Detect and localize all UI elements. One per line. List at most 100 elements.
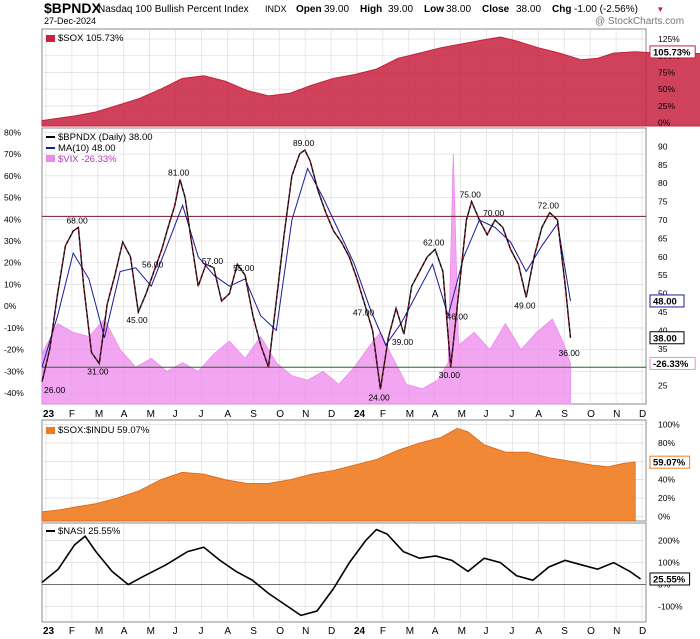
x-axis-label: M bbox=[147, 626, 155, 637]
bpndx-left-tick: 50% bbox=[4, 193, 21, 203]
bpndx-annotation: 89.00 bbox=[293, 138, 315, 148]
bpndx-right-tick: 50 bbox=[658, 289, 668, 299]
bpndx-left-tick: 80% bbox=[4, 127, 21, 137]
x-axis-label: J bbox=[173, 626, 178, 637]
bpndx-pf-line bbox=[41, 149, 571, 390]
sox-last-value-box bbox=[649, 45, 696, 59]
bpndx-legend: $BPNDX (Daily) 38.00 bbox=[58, 132, 153, 143]
ohlc-label-high: High bbox=[360, 4, 382, 15]
sox-indu-legend: $SOX:$INDU 59.07% bbox=[58, 425, 150, 436]
x-axis-label: A bbox=[224, 409, 231, 420]
ohlc-value-low: 38.00 bbox=[446, 4, 471, 15]
bpndx-annotation: 55.00 bbox=[233, 263, 255, 273]
nasi-tick: -100% bbox=[658, 602, 683, 612]
bpndx-right-tick: 70 bbox=[658, 215, 668, 225]
x-axis-label: F bbox=[69, 626, 75, 637]
bpndx-left-tick: -20% bbox=[4, 345, 24, 355]
bpndx-annotation: 62.00 bbox=[423, 237, 445, 247]
x-axis-label: S bbox=[561, 626, 568, 637]
bpndx-left-tick: 20% bbox=[4, 258, 21, 268]
x-axis-label: J bbox=[484, 409, 489, 420]
x-axis-label: D bbox=[328, 409, 335, 420]
sox-indu-last-value-box bbox=[649, 455, 691, 469]
x-axis-label: D bbox=[639, 626, 646, 637]
vix-legend-swatch bbox=[46, 155, 55, 162]
bpndx-annotation: 72.00 bbox=[538, 201, 560, 211]
x-axis-label: O bbox=[587, 626, 595, 637]
x-axis-label: F bbox=[380, 626, 386, 637]
sox-last-value: 105.73% bbox=[653, 47, 691, 58]
bpndx-annotation: 70.00 bbox=[483, 208, 505, 218]
sox-indu-panel: 100%80%60%40%20%0%$SOX:$INDU 59.07%59.07… bbox=[41, 419, 691, 522]
ratio-tick: 80% bbox=[658, 438, 675, 448]
bpndx-left-tick: -40% bbox=[4, 388, 24, 398]
bpndx-annotation: 39.00 bbox=[392, 337, 414, 347]
nasi-line bbox=[41, 528, 642, 617]
ohlc-label-close: Close bbox=[482, 4, 510, 15]
ratio-tick: 0% bbox=[658, 511, 671, 521]
bpndx-right-tick: 40 bbox=[658, 325, 668, 335]
x-axis-label: O bbox=[587, 409, 595, 420]
chart-exchange: INDX bbox=[265, 4, 287, 14]
bpndx-right-tick: 55 bbox=[658, 270, 668, 280]
bpndx-left-tick: 60% bbox=[4, 171, 21, 181]
bpndx-left-tick: -10% bbox=[4, 323, 24, 333]
ohlc-value-high: 39.00 bbox=[388, 4, 413, 15]
ohlc-value-chg: -1.00 (-2.56%) bbox=[574, 4, 638, 15]
x-axis-label: J bbox=[198, 626, 203, 637]
sox-legend: $SOX 105.73% bbox=[58, 33, 124, 44]
nasi-last-value: 25.55% bbox=[653, 574, 686, 585]
bpndx-left-tick: 70% bbox=[4, 149, 21, 159]
sox-tick: 0% bbox=[658, 118, 671, 128]
nasi-last-value-box bbox=[649, 572, 691, 586]
watermark: @ StockCharts.com bbox=[595, 16, 684, 27]
ohlc-label-open: Open bbox=[296, 4, 322, 15]
bpndx-right-tick: 45 bbox=[658, 307, 668, 317]
x-axis-label: O bbox=[276, 626, 284, 637]
ma10-legend: MA(10) 48.00 bbox=[58, 143, 116, 154]
x-axis-label: F bbox=[69, 409, 75, 420]
x-axis-label: J bbox=[173, 409, 178, 420]
x-axis-label: J bbox=[198, 409, 203, 420]
x-axis-label: N bbox=[613, 409, 620, 420]
chg-down-icon: ▼ bbox=[656, 5, 664, 14]
x-axis-label: N bbox=[302, 409, 309, 420]
x-axis-label: J bbox=[509, 626, 514, 637]
x-axis-label: M bbox=[406, 409, 414, 420]
x-axis-label: S bbox=[250, 626, 257, 637]
bpndx-annotation: 36.00 bbox=[559, 348, 581, 358]
x-axis-label: A bbox=[432, 409, 439, 420]
ratio-tick: 20% bbox=[658, 493, 675, 503]
chart-date: 27-Dec-2024 bbox=[44, 16, 96, 26]
x-axis-label: M bbox=[95, 626, 103, 637]
x-axis-label: D bbox=[328, 626, 335, 637]
x-axis-label: M bbox=[147, 409, 155, 420]
x-axis-label: F bbox=[380, 409, 386, 420]
bpndx-annotation: 81.00 bbox=[168, 168, 190, 178]
ohlc-value-close: 38.00 bbox=[516, 4, 541, 15]
x-axis-label: M bbox=[458, 409, 466, 420]
vix-last-value: -26.33% bbox=[653, 359, 689, 370]
sox-tick: 50% bbox=[658, 84, 675, 94]
chart-index-name: Nasdaq 100 Bullish Percent Index bbox=[98, 4, 249, 15]
x-axis-label: 24 bbox=[354, 626, 366, 637]
sox-panel: 125%100%75%50%25%0%$SOX 105.73%105.73% bbox=[41, 28, 700, 128]
x-axis-label: M bbox=[458, 626, 466, 637]
bpndx-annotation: 68.00 bbox=[66, 215, 88, 225]
sox-legend-swatch bbox=[46, 35, 55, 42]
bpndx-left-tick: 30% bbox=[4, 236, 21, 246]
x-axis-label: D bbox=[639, 409, 646, 420]
bpndx-annotation: 24.00 bbox=[368, 392, 390, 402]
chart-symbol: $BPNDX bbox=[44, 0, 101, 16]
ma10-last-value-box bbox=[649, 294, 685, 308]
nasi-tick: 100% bbox=[658, 558, 680, 568]
bpndx-left-tick: 10% bbox=[4, 279, 21, 289]
bpndx-annotation: 49.00 bbox=[514, 300, 536, 310]
x-axis-label: N bbox=[302, 626, 309, 637]
bpndx-panel: 26.00 68.00 31.00 45.00 56.00 81.00 57.00 55.00… bbox=[4, 127, 696, 405]
x-axis-label: M bbox=[406, 626, 414, 637]
bpndx-annotation: 46.00 bbox=[447, 311, 469, 321]
x-axis-label: 23 bbox=[43, 409, 55, 420]
x-axis-label: J bbox=[484, 626, 489, 637]
bpndx-annotation: 26.00 bbox=[44, 385, 66, 395]
